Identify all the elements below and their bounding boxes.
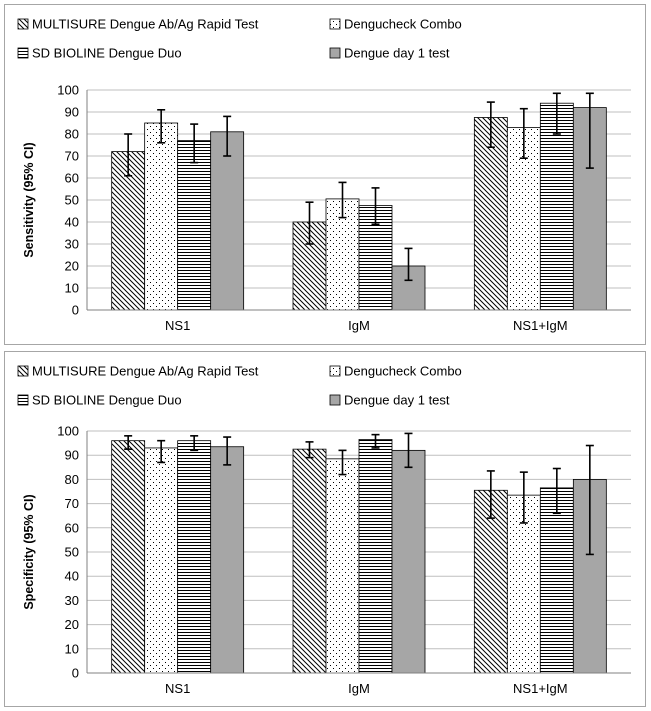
category-label: NS1: [165, 681, 190, 696]
y-tick-label: 60: [65, 520, 79, 535]
sensitivity-chart-panel: MULTISURE Dengue Ab/Ag Rapid Test Denguch…: [4, 4, 646, 345]
legend-swatch: [330, 19, 340, 29]
legend-label: MULTISURE Dengue Ab/Ag Rapid Test: [32, 17, 259, 32]
bar: [392, 450, 425, 673]
bar: [293, 449, 326, 673]
y-tick-label: 0: [72, 303, 79, 318]
y-tick-label: 70: [65, 496, 79, 511]
legend-label: Dengucheck Combo: [344, 17, 462, 32]
category-label: NS1+IgM: [513, 318, 568, 333]
legend-swatch: [330, 48, 340, 58]
y-tick-label: 30: [65, 237, 79, 252]
y-tick-label: 80: [65, 472, 79, 487]
specificity-chart-panel: MULTISURE Dengue Ab/Ag Rapid Test Denguch…: [4, 351, 646, 707]
legend-label: Dengue day 1 test: [344, 46, 450, 61]
y-tick-label: 70: [65, 149, 79, 164]
bar: [112, 441, 145, 673]
legend-swatch: [18, 395, 28, 405]
legend-label: SD BIOLINE Dengue Duo: [32, 393, 182, 408]
bar: [178, 441, 211, 673]
legend-swatch: [330, 366, 340, 376]
legend-swatch: [18, 19, 28, 29]
legend-swatch: [330, 395, 340, 405]
chart-svg: MULTISURE Dengue Ab/Ag Rapid Test Denguch…: [5, 5, 645, 344]
bar: [211, 447, 244, 673]
y-tick-label: 100: [57, 424, 79, 439]
category-label: NS1+IgM: [513, 681, 568, 696]
bar: [540, 488, 573, 673]
bar: [145, 448, 178, 673]
bar: [211, 132, 244, 310]
y-axis-label: Sensitivity (95% CI): [22, 142, 36, 257]
y-tick-label: 20: [65, 617, 79, 632]
chart-svg: MULTISURE Dengue Ab/Ag Rapid Test Denguch…: [5, 352, 645, 706]
bar: [326, 459, 359, 673]
y-tick-label: 50: [65, 193, 79, 208]
bar: [359, 439, 392, 673]
y-tick-label: 30: [65, 593, 79, 608]
y-axis-label: Specificity (95% CI): [22, 494, 36, 609]
bar: [145, 123, 178, 310]
legend-label: Dengue day 1 test: [344, 393, 450, 408]
y-tick-label: 0: [72, 666, 79, 681]
y-tick-label: 60: [65, 171, 79, 186]
category-label: IgM: [348, 318, 370, 333]
y-tick-label: 20: [65, 259, 79, 274]
legend-label: Dengucheck Combo: [344, 364, 462, 379]
y-tick-label: 40: [65, 215, 79, 230]
category-label: IgM: [348, 681, 370, 696]
y-tick-label: 10: [65, 641, 79, 656]
category-label: NS1: [165, 318, 190, 333]
y-tick-label: 90: [65, 105, 79, 120]
legend-label: SD BIOLINE Dengue Duo: [32, 46, 182, 61]
y-tick-label: 10: [65, 281, 79, 296]
y-tick-label: 100: [57, 83, 79, 98]
legend-swatch: [18, 48, 28, 58]
legend-label: MULTISURE Dengue Ab/Ag Rapid Test: [32, 364, 259, 379]
y-tick-label: 80: [65, 127, 79, 142]
y-tick-label: 40: [65, 569, 79, 584]
bar: [178, 141, 211, 310]
legend-swatch: [18, 366, 28, 376]
y-tick-label: 50: [65, 545, 79, 560]
y-tick-label: 90: [65, 448, 79, 463]
